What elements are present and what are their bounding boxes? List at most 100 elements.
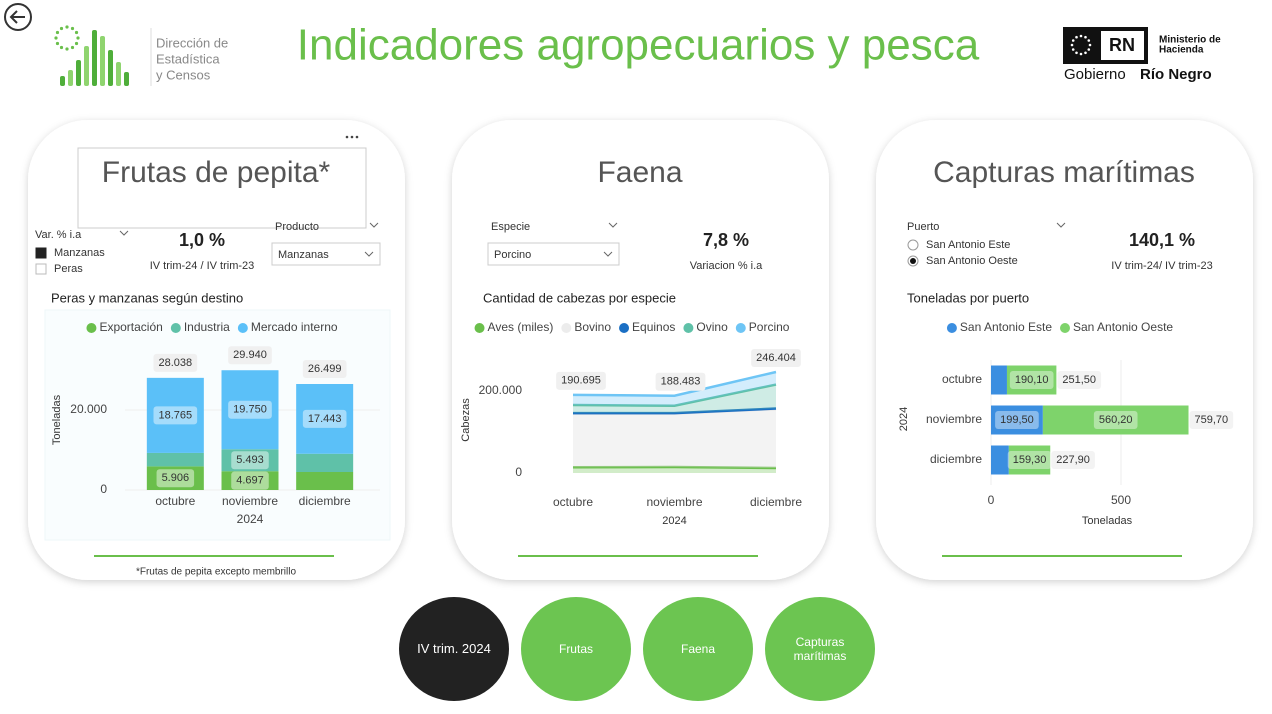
back-circle[interactable]: [4, 3, 32, 31]
logo-dot: [1079, 52, 1083, 56]
kpi-caption: Variacion % i.a: [690, 260, 763, 272]
value-label-box: [655, 372, 706, 391]
bar-segment: [221, 471, 279, 490]
value-label: 5.493: [236, 454, 264, 466]
value-label: 190.695: [561, 375, 601, 387]
legend-label: Equinos: [632, 320, 675, 334]
panel-title: Faena: [597, 156, 682, 189]
more-options-dot[interactable]: [355, 135, 359, 139]
logo-dot: [1084, 35, 1087, 39]
y-tick-label: octubre: [942, 372, 982, 386]
legend-label: Mercado interno: [251, 320, 338, 334]
logo-dot: [74, 41, 79, 46]
logo-bar: [92, 30, 97, 86]
y-tick-label: 200.000: [479, 383, 523, 397]
logo-dot: [70, 45, 75, 50]
radio-dot: [910, 258, 916, 264]
chevron: [608, 222, 618, 228]
logo-dot: [54, 36, 58, 40]
chevron: [603, 251, 613, 257]
chevron: [364, 251, 374, 257]
logo-bar: [68, 70, 73, 86]
logo-text: y Censos: [156, 67, 211, 82]
legend-label: Exportación: [99, 320, 162, 334]
bar-segment: [296, 472, 354, 490]
value-label-box: [231, 451, 269, 470]
legend-label: Aves (miles): [488, 320, 554, 334]
x-tick-label: noviembre: [646, 495, 702, 509]
nav-button[interactable]: IV trim. 2024: [399, 597, 509, 701]
logo-text: Dirección de: [156, 35, 228, 50]
value-label: 18.765: [159, 409, 193, 421]
logo-dot: [55, 30, 60, 35]
dropdown-label: Producto: [275, 221, 319, 233]
area-line: [572, 465, 777, 470]
value-label-box: [556, 371, 606, 390]
legend: Exportación Industria Mercado interno: [86, 320, 338, 334]
logo-bar: [60, 76, 65, 86]
value-label: 246.404: [756, 352, 796, 364]
bar-segment: [146, 377, 204, 453]
filter-label: Var. % i.a: [35, 229, 82, 241]
checkbox[interactable]: [35, 263, 47, 275]
value-label-box: [231, 471, 269, 490]
logo-dot: [59, 45, 64, 50]
logo-bar: [76, 60, 81, 86]
value-label: 560,20: [1099, 414, 1133, 426]
radio-label: Puerto: [907, 221, 939, 233]
dropdown-box[interactable]: [271, 242, 381, 266]
logo-bar: [84, 46, 89, 86]
more-options-dot[interactable]: [345, 135, 349, 139]
title-selection: [77, 147, 367, 229]
area-line: [572, 383, 777, 408]
logo-dot: [1087, 48, 1091, 51]
checkbox[interactable]: [35, 247, 47, 259]
x-axis-title: 2024: [237, 512, 264, 526]
nav-label[interactable]: Frutas: [558, 642, 593, 656]
x-tick-label: diciembre: [750, 495, 802, 509]
nav-button[interactable]: Frutas: [521, 597, 631, 701]
kpi-value: 1,0 %: [179, 230, 225, 250]
dropdown-box[interactable]: [487, 242, 620, 266]
value-label: 26.499: [308, 363, 342, 375]
legend-label: San Antonio Oeste: [1073, 320, 1173, 334]
panel: [876, 120, 1253, 580]
legend-label: Industria: [184, 320, 230, 334]
y-tick-label: 20.000: [70, 402, 107, 416]
more-options-dot[interactable]: [350, 135, 354, 139]
nav-label[interactable]: IV trim. 2024: [417, 641, 491, 656]
logo-dot: [1070, 43, 1074, 47]
kpi-caption: IV trim-24/ IV trim-23: [1111, 260, 1212, 272]
logo-dot: [1075, 35, 1078, 39]
back-button[interactable]: [4, 3, 32, 31]
panel-title: Frutas de pepita*: [102, 156, 331, 189]
value-label-box: [153, 406, 198, 425]
nav-button[interactable]: Faena: [643, 597, 753, 701]
legend-swatch: [474, 323, 485, 333]
value-label: 759,70: [1195, 414, 1229, 426]
nav-label[interactable]: Faena: [680, 642, 716, 656]
logo-dot: [1087, 39, 1091, 42]
bar-segment: [1042, 405, 1189, 435]
bar-segment: [296, 384, 354, 454]
chevron: [119, 230, 129, 236]
logo-dot: [1088, 43, 1092, 47]
logo-dot: [74, 30, 79, 35]
value-label-box: [228, 400, 272, 419]
logo-dot: [59, 26, 64, 31]
nav-button[interactable]: Capturas marítimas: [765, 597, 875, 701]
x-tick-label: noviembre: [222, 494, 278, 508]
radio-option: San Antonio Oeste: [926, 255, 1018, 267]
kpi-value: 7,8 %: [703, 230, 749, 250]
legend-swatch: [683, 323, 694, 333]
checkbox-label: Peras: [54, 263, 83, 275]
radio[interactable]: [907, 239, 919, 251]
legend-swatch: [86, 323, 97, 333]
value-label: 4.697: [236, 475, 264, 487]
legend-label: Ovino: [696, 320, 728, 334]
nav-label[interactable]: Capturas marítimas: [793, 635, 847, 663]
back-arrow[interactable]: [9, 10, 25, 24]
x-tick-label: 500: [1111, 493, 1131, 507]
value-label-box: [1093, 411, 1138, 429]
